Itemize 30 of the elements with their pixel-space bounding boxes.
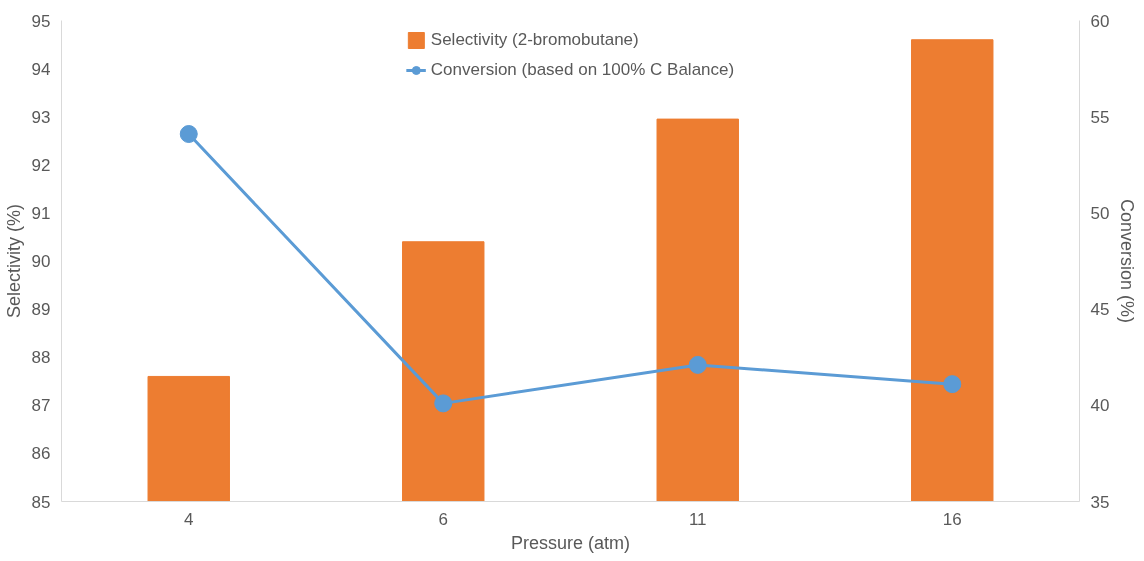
y2-axis-title: Conversion (%) [1117, 198, 1138, 324]
y-tick-label: 94 [31, 59, 51, 79]
y2-tick-label: 35 [1090, 492, 1110, 512]
y2-tick-label: 45 [1090, 300, 1110, 320]
y2-tick-label: 55 [1090, 107, 1110, 127]
legend-label: Selectivity (2-bromobutane) [430, 30, 639, 50]
y-tick-label: 91 [31, 203, 51, 223]
x-tick-label: 4 [184, 509, 194, 529]
y-tick-label: 92 [31, 155, 51, 175]
y2-tick-label: 60 [1090, 11, 1110, 31]
x-tick-label: 11 [688, 509, 707, 529]
y2-tick-label: 50 [1090, 203, 1110, 223]
y-tick-label: 87 [31, 396, 51, 416]
point [688, 355, 707, 374]
x-tick-label: 6 [438, 509, 448, 529]
y-tick-label: 93 [31, 107, 51, 127]
point [179, 125, 198, 143]
x-axis-title: Pressure (atm) [510, 532, 631, 553]
y-tick-label: 95 [31, 11, 51, 31]
y2-tick-label: 40 [1090, 396, 1110, 416]
y-axis-title: Selectivity (%) [3, 203, 24, 319]
x-tick-label: 16 [942, 509, 962, 529]
y-tick-label: 85 [31, 492, 51, 512]
y-tick-label: 89 [31, 300, 51, 320]
point [943, 375, 962, 394]
y-tick-label: 88 [31, 348, 51, 368]
y-tick-label: 86 [31, 444, 51, 464]
y-tick-label: 90 [31, 252, 51, 271]
point [434, 394, 453, 413]
legend-label: Conversion (based on 100% C Balance) [430, 60, 735, 80]
